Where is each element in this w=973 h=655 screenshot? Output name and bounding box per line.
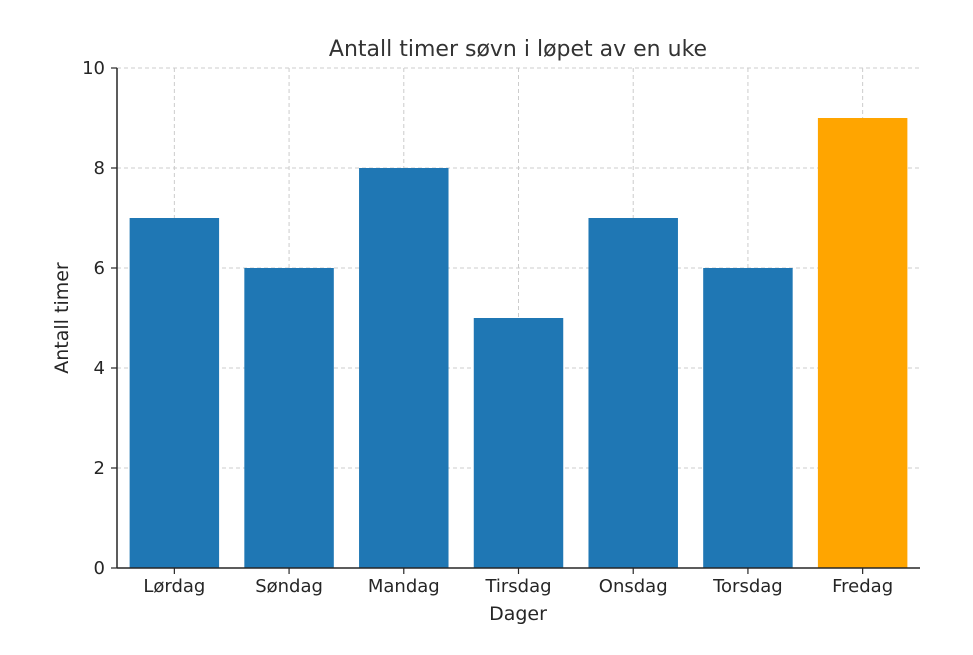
x-tick-label: Fredag — [832, 576, 893, 597]
bar-2 — [359, 168, 449, 568]
bar-5 — [703, 268, 793, 568]
bars-layer — [129, 118, 908, 568]
x-axis-label: Dager — [489, 603, 547, 625]
x-tick-label: Lørdag — [143, 576, 205, 597]
bar-3 — [473, 318, 564, 568]
x-tick-label: Tirsdag — [484, 576, 551, 597]
bar-1 — [244, 268, 334, 568]
chart-title: Antall timer søvn i løpet av en uke — [329, 37, 707, 62]
y-tick-label: 6 — [94, 258, 105, 279]
x-ticks: Lørdag Søndag Mandag Tirsdag Onsdag Torsdag Fr… — [143, 568, 893, 597]
y-tick-label: 4 — [94, 358, 105, 379]
y-tick-label: 8 — [94, 158, 105, 179]
y-tick-label: 10 — [82, 58, 105, 79]
y-ticks: 0 2 4 6 8 10 — [82, 58, 117, 579]
bar-4 — [588, 218, 678, 568]
y-tick-label: 2 — [94, 458, 105, 479]
x-tick-label: Torsdag — [712, 576, 783, 597]
bar-0 — [129, 218, 220, 568]
x-tick-label: Onsdag — [599, 576, 668, 597]
x-tick-label: Mandag — [368, 576, 440, 597]
x-tick-label: Søndag — [255, 576, 323, 597]
y-axis-label: Antall timer — [51, 262, 73, 374]
bar-6 — [817, 118, 908, 568]
y-tick-label: 0 — [94, 558, 105, 579]
